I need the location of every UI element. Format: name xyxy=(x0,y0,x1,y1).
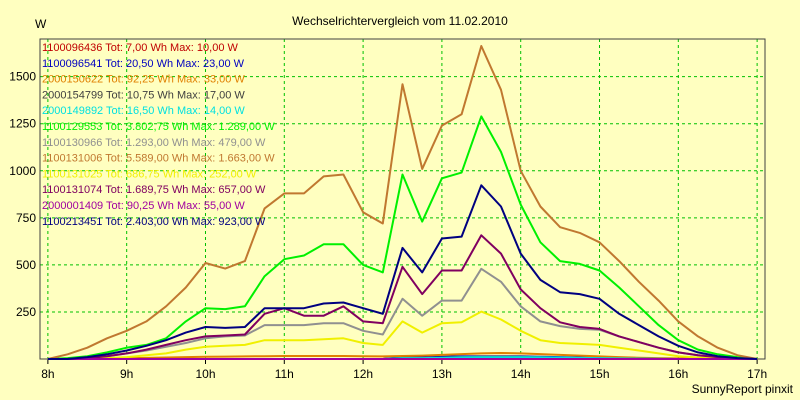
x-tick-label: 12h xyxy=(353,367,373,381)
series-lines xyxy=(47,45,758,360)
x-tick-label: 14h xyxy=(511,367,531,381)
x-axis: 8h 9h 10h 11h 12h 13h 14h 15h 16h 17h xyxy=(41,359,767,381)
series-line-10 xyxy=(47,234,758,360)
series-line-12 xyxy=(47,184,758,360)
legend-entry-1: 1100096436 Tot: 7,00 Wh Max: 10,00 W xyxy=(42,42,239,54)
legend: 1100096436 Tot: 7,00 Wh Max: 10,00 W 1100… xyxy=(42,42,275,228)
series-line-9 xyxy=(47,310,758,360)
legend-entry-9: 1100131025 Tot: 686,75 Wh Max: 252,00 W xyxy=(42,168,257,180)
legend-entry-8: 1100131006 Tot: 5.589,00 Wh Max: 1.663,0… xyxy=(42,153,275,165)
x-tick-label: 17h xyxy=(747,367,767,381)
series-line-6 xyxy=(47,115,758,360)
y-tick-label: 500 xyxy=(16,258,36,272)
legend-entry-5: 2000149892 Tot: 16,50 Wh Max: 14,00 W xyxy=(42,105,245,117)
y-tick-label: 1250 xyxy=(9,117,36,131)
x-tick-label: 15h xyxy=(589,367,609,381)
y-tick-label: 750 xyxy=(16,211,36,225)
series-line-8 xyxy=(47,45,758,360)
x-tick-label: 8h xyxy=(41,367,54,381)
x-tick-label: 16h xyxy=(668,367,688,381)
x-tick-label: 9h xyxy=(120,367,133,381)
x-tick-label: 10h xyxy=(195,367,215,381)
legend-entry-4: 2000154799 Tot: 10,75 Wh Max: 17,00 W xyxy=(42,89,245,101)
legend-entry-6: 1100129553 Tot: 3.802,75 Wh Max: 1.289,0… xyxy=(42,121,275,133)
legend-entry-11: 2000001409 Tot: 90,25 Wh Max: 55,00 W xyxy=(42,200,245,212)
footer-credit: SunnyReport pinxit xyxy=(692,382,794,396)
legend-entry-7: 1100130966 Tot: 1.293,00 Wh Max: 479,00 … xyxy=(42,137,266,149)
legend-entry-3: 2000150622 Tot: 92,25 Wh Max: 33,00 W xyxy=(42,74,245,86)
y-axis-label: W xyxy=(35,17,47,31)
legend-entry-12: 1100213451 Tot: 2.403,00 Wh Max: 923,00 … xyxy=(42,216,266,228)
legend-entry-2: 1100096541 Tot: 20,50 Wh Max: 23,00 W xyxy=(42,58,245,70)
y-tick-label: 1500 xyxy=(9,70,36,84)
y-tick-label: 1000 xyxy=(9,164,36,178)
chart-title: Wechselrichtervergleich vom 11.02.2010 xyxy=(292,14,508,28)
y-tick-label: 250 xyxy=(16,305,36,319)
y-axis: 250 500 750 1000 1250 1500 xyxy=(9,70,36,319)
x-tick-label: 13h xyxy=(432,367,452,381)
x-tick-label: 11h xyxy=(275,367,294,381)
legend-entry-10: 1100131074 Tot: 1.689,75 Wh Max: 657,00 … xyxy=(42,184,266,196)
